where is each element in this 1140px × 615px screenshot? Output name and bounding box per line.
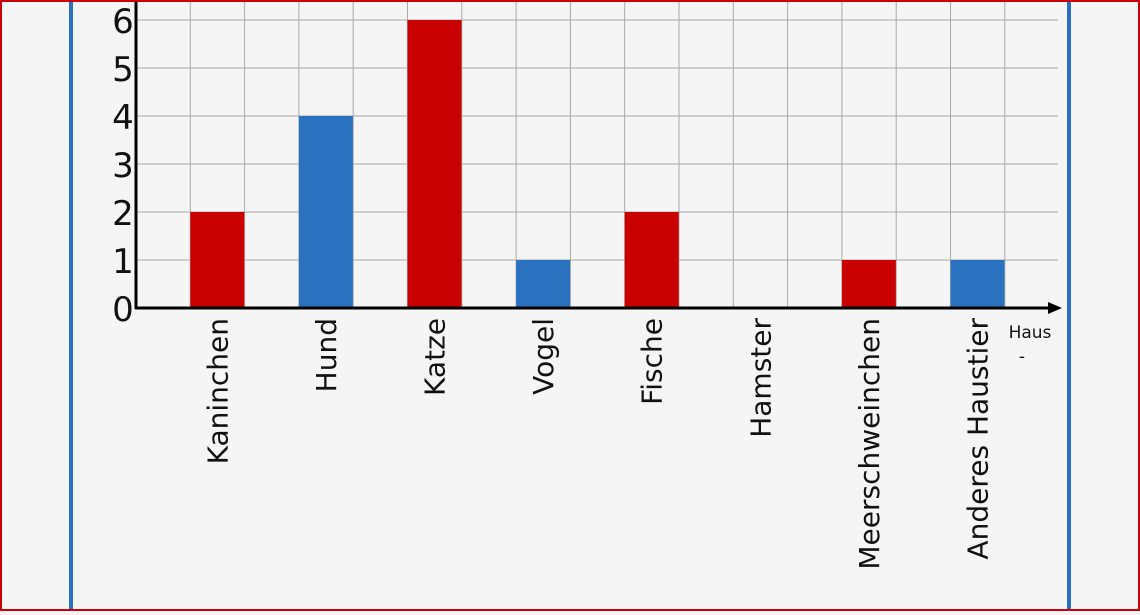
- bar-hund: [298, 116, 353, 308]
- x-tick-label: Vogel: [527, 318, 560, 395]
- y-tick-label: 2: [112, 194, 134, 234]
- y-tick-label: 1: [112, 242, 134, 282]
- y-tick-label: 0: [112, 290, 134, 330]
- bar-anderes-haustier: [950, 260, 1005, 308]
- bar-vogel: [516, 260, 571, 308]
- y-tick-label: 4: [112, 98, 134, 138]
- x-tick-label: Anderes Haustier: [962, 318, 995, 560]
- y-tick-label: 3: [112, 146, 134, 186]
- x-axis-label-continuation: -: [1019, 347, 1025, 367]
- x-tick-label: Katze: [419, 318, 452, 396]
- y-tick-label: 6: [112, 2, 134, 42]
- x-axis-label: Haus: [1009, 323, 1052, 343]
- bar-fische: [624, 212, 679, 308]
- y-tick-label: 5: [112, 50, 134, 90]
- bar-kaninchen: [190, 212, 245, 308]
- x-tick-label: Fische: [636, 318, 669, 405]
- bar-katze: [407, 20, 462, 308]
- x-axis-arrow: [1048, 302, 1062, 314]
- x-tick-label: Meerschweinchen: [853, 318, 886, 570]
- x-tick-label: Hamster: [744, 318, 777, 438]
- x-tick-label: Kaninchen: [201, 318, 234, 464]
- x-tick-label: Hund: [310, 318, 343, 392]
- bar-meerschweinchen: [841, 260, 896, 308]
